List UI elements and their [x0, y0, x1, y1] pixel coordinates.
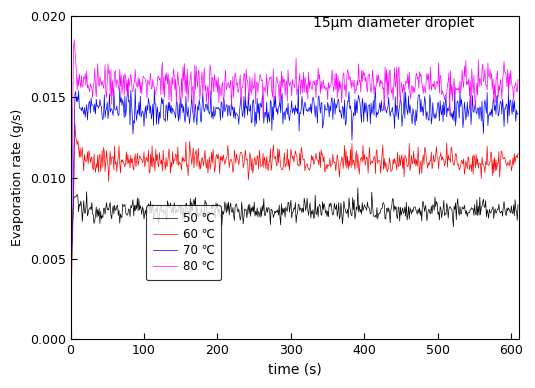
80 ℃: [67, 337, 74, 342]
80 ℃: [375, 73, 381, 77]
70 ℃: [375, 110, 381, 114]
70 ℃: [403, 104, 409, 109]
Y-axis label: Evaporation rate (g/s): Evaporation rate (g/s): [11, 109, 24, 246]
50 ℃: [67, 241, 74, 246]
70 ℃: [300, 101, 306, 106]
Legend: 50 ℃, 60 ℃, 70 ℃, 80 ℃: 50 ℃, 60 ℃, 70 ℃, 80 ℃: [146, 205, 221, 280]
60 ℃: [284, 162, 290, 167]
60 ℃: [375, 159, 381, 163]
80 ℃: [403, 79, 409, 83]
Line: 50 ℃: 50 ℃: [71, 188, 518, 244]
60 ℃: [300, 156, 306, 161]
80 ℃: [515, 77, 521, 82]
70 ℃: [339, 104, 346, 109]
50 ℃: [304, 209, 311, 213]
80 ℃: [305, 70, 312, 74]
60 ℃: [305, 166, 312, 171]
80 ℃: [284, 79, 290, 83]
70 ℃: [515, 111, 521, 116]
Line: 70 ℃: 70 ℃: [71, 83, 518, 340]
60 ℃: [67, 327, 74, 332]
50 ℃: [515, 202, 521, 207]
80 ℃: [300, 91, 306, 95]
60 ℃: [72, 121, 78, 126]
Line: 60 ℃: 60 ℃: [71, 124, 518, 330]
50 ℃: [339, 209, 345, 213]
70 ℃: [305, 107, 312, 111]
60 ℃: [515, 151, 521, 156]
50 ℃: [355, 185, 361, 190]
70 ℃: [67, 337, 74, 342]
50 ℃: [282, 204, 289, 209]
Line: 80 ℃: 80 ℃: [71, 40, 518, 340]
X-axis label: time (s): time (s): [268, 363, 322, 377]
50 ℃: [403, 200, 409, 204]
70 ℃: [284, 106, 290, 110]
60 ℃: [339, 156, 346, 160]
50 ℃: [375, 212, 381, 217]
50 ℃: [299, 210, 305, 215]
60 ℃: [403, 156, 409, 161]
Title: 15μm diameter droplet: 15μm diameter droplet: [312, 16, 474, 30]
80 ℃: [71, 37, 78, 42]
70 ℃: [125, 81, 131, 86]
80 ℃: [339, 83, 346, 88]
